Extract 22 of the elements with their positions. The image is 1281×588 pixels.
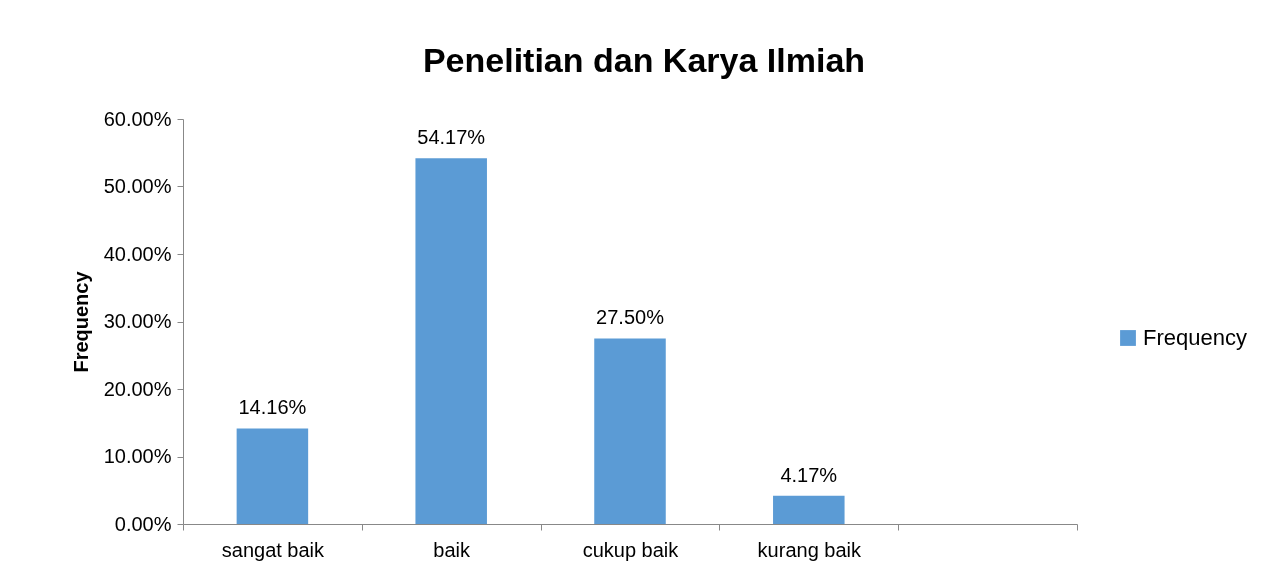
y-tick-label: 0.00%: [114, 512, 172, 535]
y-tick-label: 20.00%: [103, 377, 172, 400]
x-tick-label: baik: [433, 538, 472, 561]
bar: [594, 338, 666, 524]
data-label: 4.17%: [780, 463, 838, 486]
y-tick-label: 60.00%: [103, 107, 172, 130]
chart-title: Penelitian dan Karya Ilmiah: [422, 41, 866, 79]
y-tick-label: 10.00%: [103, 445, 172, 467]
y-tick-label: 40.00%: [103, 242, 172, 265]
legend-label: Frequency: [1143, 325, 1247, 350]
data-label: 54.17%: [417, 126, 486, 149]
data-label: 27.50%: [596, 306, 665, 329]
x-tick-label: cukup baik: [582, 538, 680, 561]
x-tick-label: kurang baik: [757, 538, 862, 561]
y-axis-title: Frequency: [69, 270, 92, 373]
bar: [773, 495, 845, 524]
y-tick-label: 50.00%: [103, 175, 172, 197]
bar: [236, 428, 309, 524]
data-label: 14.16%: [238, 396, 307, 419]
y-tick-label: 30.00%: [103, 310, 172, 332]
x-tick-label: sangat baik: [221, 538, 326, 561]
bar: [415, 158, 487, 524]
